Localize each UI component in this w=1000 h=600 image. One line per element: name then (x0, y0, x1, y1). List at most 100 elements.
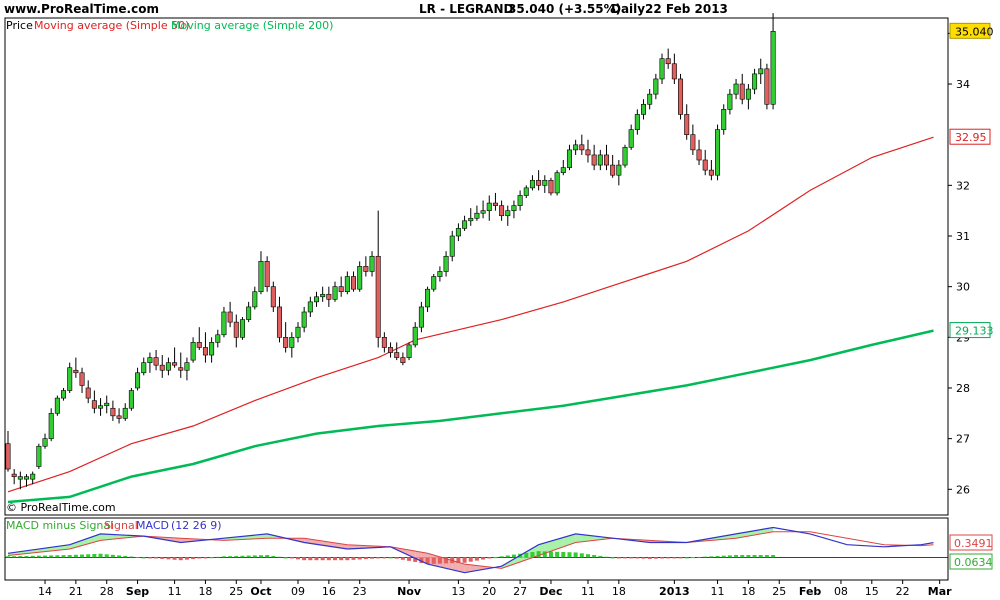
candle-body-up (24, 476, 30, 480)
price-frame-border (4, 17, 949, 516)
macd-histogram-bar (561, 552, 566, 558)
macd-histogram-bar (431, 557, 436, 564)
candle (517, 190, 523, 211)
histogram-value-box-bg (949, 553, 993, 570)
macd-signal-fill (100, 533, 107, 541)
macd-histogram-bar (345, 557, 350, 561)
macd-histogram-bar (18, 556, 23, 558)
macd-histogram-bar (456, 557, 461, 563)
legend: Price Moving average (Simple 50) Moving … (6, 19, 333, 532)
candle (474, 205, 480, 221)
candle-body-up (554, 172, 560, 194)
candle (418, 301, 424, 333)
candle (283, 322, 289, 353)
candle-body-up (542, 179, 548, 186)
candle-body-down (499, 205, 505, 217)
last-quote: 35.040 (+3.55%) (508, 2, 622, 16)
candle (678, 73, 684, 120)
macd-signal-fill (106, 534, 113, 540)
candle (381, 332, 387, 353)
x-tick-label: 11 (581, 585, 595, 598)
macd-line (7, 526, 934, 574)
candle-body-down (338, 286, 344, 293)
candle-body-up (455, 228, 461, 237)
macd-histogram-bar (6, 556, 10, 558)
x-tick-label: 20 (482, 585, 496, 598)
candle (252, 286, 258, 310)
candle (758, 58, 764, 85)
macd-histogram-bar (499, 556, 504, 558)
candle-body-down (153, 357, 159, 366)
candle-body-down (116, 415, 122, 419)
candle-body-up (36, 445, 42, 467)
macd-histogram-bar (376, 557, 381, 559)
macd-histogram-bar (771, 555, 776, 558)
candle-body-down (665, 58, 671, 65)
candle-body-up (54, 397, 60, 414)
macd-histogram-bar (104, 554, 109, 558)
candle-body-down (690, 134, 696, 151)
candle-body-down (585, 149, 591, 156)
site-name[interactable]: www.ProRealTime.com (4, 2, 159, 16)
macd-histogram-bar (80, 554, 85, 558)
macd-histogram-bar (191, 557, 196, 560)
macd-signal-fill (588, 535, 595, 542)
candle (437, 266, 443, 282)
candle (566, 144, 572, 171)
macd-histogram-bar (326, 557, 331, 561)
candle (104, 395, 110, 414)
candle (468, 208, 474, 226)
macd-histogram-bar (258, 555, 263, 558)
candle (573, 139, 579, 155)
macd-histogram-bar (444, 557, 449, 564)
candle (764, 63, 770, 110)
candle (684, 104, 690, 140)
x-tick-label: Oct (250, 585, 271, 598)
candle (431, 273, 437, 292)
candle (449, 230, 455, 262)
candle (560, 160, 566, 176)
y-tick-label: 34 (956, 78, 970, 91)
candle (548, 177, 554, 196)
macd-histogram-bar (660, 557, 665, 559)
candle (67, 362, 73, 394)
x-tick-label: 22 (896, 585, 910, 598)
candle-body-down (227, 311, 233, 323)
candle (388, 342, 394, 358)
candle (628, 124, 634, 150)
candle (486, 195, 492, 221)
candle-body-down (351, 276, 357, 290)
candle (344, 271, 350, 295)
y-tick-label: 32 (956, 179, 970, 192)
macd-histogram-bar (12, 556, 17, 558)
candle (597, 149, 603, 171)
candle (289, 332, 295, 358)
macd-histogram-bar (333, 557, 338, 561)
legend-ma200: Moving average (Simple 200) (171, 19, 333, 32)
x-tick-label: 14 (38, 585, 52, 598)
candle-body-up (165, 362, 171, 371)
macd-histogram-bar (184, 557, 189, 560)
candle-body-up (560, 167, 566, 173)
candle (196, 327, 202, 350)
macd-histogram-bar (320, 557, 325, 561)
candle (24, 474, 30, 487)
candle (659, 53, 665, 85)
candle-body-down (91, 400, 97, 409)
candle-body-down (702, 159, 708, 171)
candle (307, 296, 313, 318)
macd-histogram-bar (197, 557, 202, 559)
candle-body-up (437, 271, 443, 277)
candle (42, 433, 48, 449)
candle-body-up (770, 31, 776, 105)
macd-histogram-bar (43, 555, 48, 558)
candle (653, 73, 659, 100)
x-tick-label: 28 (100, 585, 114, 598)
candle (202, 332, 208, 363)
candle (270, 281, 276, 312)
candle-body-up (190, 342, 196, 361)
header-bar: www.ProRealTime.com LR - LEGRAND 35.040 … (0, 0, 1000, 18)
macd-histogram-bar (166, 557, 171, 560)
macd-histogram-bar (271, 555, 276, 558)
macd-histogram-bar (727, 555, 732, 558)
